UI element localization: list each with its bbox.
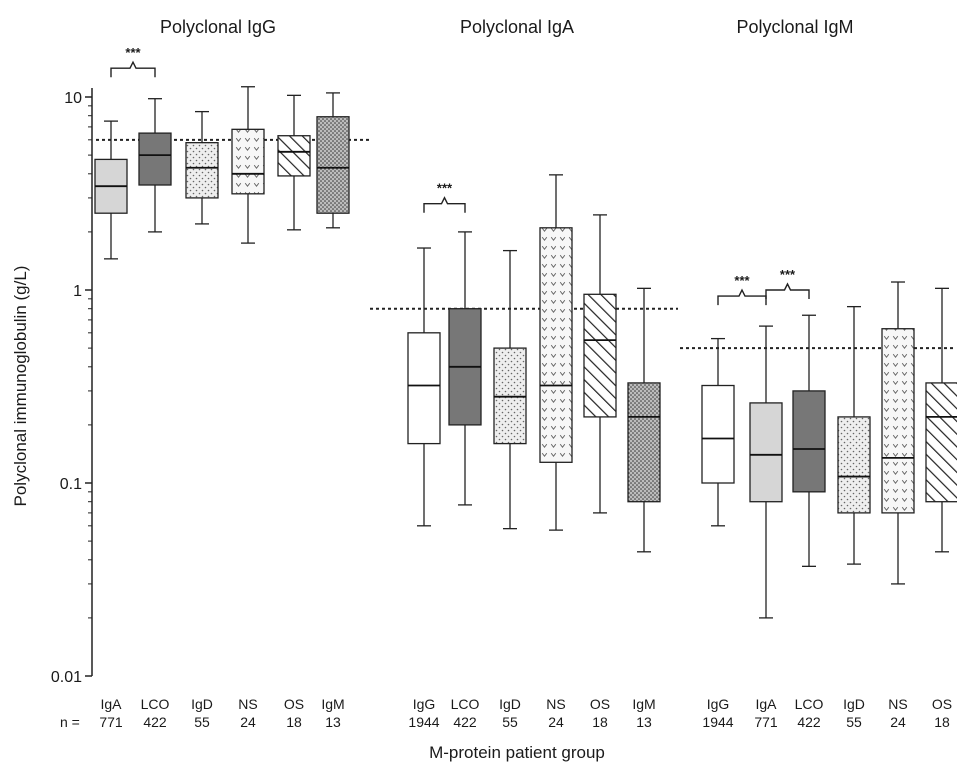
- significance-label: ***: [125, 45, 141, 60]
- n-label: n =: [60, 714, 80, 730]
- n-value: 422: [143, 714, 167, 730]
- category-label: NS: [546, 696, 565, 712]
- box-lco: LCO 422: [792, 314, 826, 730]
- box-igd: IgD 55: [185, 110, 219, 730]
- significance-bracket: ***: [765, 267, 810, 299]
- significance-label: ***: [780, 267, 796, 282]
- category-label: NS: [888, 696, 907, 712]
- n-value: 422: [453, 714, 477, 730]
- n-value: 18: [286, 714, 302, 730]
- iqr-box: [627, 382, 661, 503]
- box-iga: IgA 771: [94, 120, 128, 730]
- n-value: 18: [934, 714, 950, 730]
- panel-title: Polyclonal IgG: [160, 17, 276, 37]
- chart-panels: Polyclonal IgG IgA 771 LCO 422 IgD 55 NS 24 OS 18 I…: [94, 17, 957, 730]
- significance-label: ***: [437, 181, 453, 196]
- box-os: OS 18: [925, 287, 957, 730]
- x-axis-label: M-protein patient group: [429, 743, 605, 762]
- category-label: IgA: [100, 696, 122, 712]
- category-label: IgG: [707, 696, 730, 712]
- n-value: 18: [592, 714, 608, 730]
- panel-title: Polyclonal IgM: [736, 17, 853, 37]
- box-igg: IgG 1944: [701, 337, 735, 730]
- iqr-box: [925, 382, 957, 503]
- box-lco: LCO 422: [138, 98, 172, 730]
- iqr-box: [231, 128, 265, 195]
- n-value: 1944: [408, 714, 439, 730]
- iqr-box: [749, 402, 783, 503]
- category-label: OS: [590, 696, 610, 712]
- box-lco: LCO 422: [448, 231, 482, 730]
- n-value: 1944: [702, 714, 733, 730]
- n-value: 24: [890, 714, 906, 730]
- box-ns: NS 24: [539, 174, 573, 730]
- bracket-line: [765, 282, 810, 299]
- category-label: IgA: [755, 696, 777, 712]
- panel-2: Polyclonal IgA IgG 1944 LCO 422 IgD 55 NS 24 OS 18…: [370, 17, 678, 730]
- box-igg: IgG 1944: [407, 247, 441, 730]
- category-label: LCO: [795, 696, 824, 712]
- y-tick-label: 1: [73, 283, 82, 300]
- y-axis: 0.01 0.1 1 10: [51, 88, 93, 686]
- iqr-box: [583, 293, 617, 418]
- bracket-line: [110, 60, 156, 78]
- bracket-line: [423, 196, 466, 213]
- panel-title: Polyclonal IgA: [460, 17, 574, 37]
- box-ns: NS 24: [881, 281, 915, 730]
- n-value: 771: [99, 714, 123, 730]
- n-value: 13: [636, 714, 652, 730]
- y-tick-label: 0.01: [51, 669, 82, 686]
- y-tick-label: 10: [64, 90, 82, 107]
- iqr-box: [407, 332, 441, 445]
- significance-bracket: ***: [717, 273, 767, 306]
- box-igm: IgM 13: [316, 92, 350, 730]
- n-value: 422: [797, 714, 821, 730]
- y-axis-label: Polyclonal immunoglobulin (g/L): [11, 266, 30, 507]
- box-igd: IgD 55: [493, 249, 527, 730]
- category-label: IgD: [843, 696, 865, 712]
- category-label: IgM: [632, 696, 655, 712]
- iqr-box: [837, 416, 871, 514]
- n-value: 771: [754, 714, 778, 730]
- n-value: 24: [548, 714, 564, 730]
- category-label: IgD: [191, 696, 213, 712]
- iqr-box: [701, 384, 735, 484]
- box-ns: NS 24: [231, 86, 265, 730]
- category-label: OS: [284, 696, 304, 712]
- box-igd: IgD 55: [837, 305, 871, 730]
- category-label: LCO: [451, 696, 480, 712]
- n-value: 24: [240, 714, 256, 730]
- iqr-box: [277, 135, 311, 177]
- bracket-line: [717, 288, 767, 306]
- iqr-box: [316, 116, 350, 214]
- iqr-box: [881, 328, 915, 514]
- box-igm: IgM 13: [627, 287, 661, 730]
- box-iga: IgA 771: [749, 325, 783, 730]
- category-label: LCO: [141, 696, 170, 712]
- n-value: 13: [325, 714, 341, 730]
- iqr-box: [792, 390, 826, 493]
- iqr-box: [138, 132, 172, 186]
- box-os: OS 18: [277, 94, 311, 730]
- panel-1: Polyclonal IgG IgA 771 LCO 422 IgD 55 NS 24 OS 18 I…: [94, 17, 370, 730]
- significance-bracket: ***: [423, 181, 466, 213]
- category-label: OS: [932, 696, 952, 712]
- significance-bracket: ***: [110, 45, 156, 78]
- category-label: IgM: [321, 696, 344, 712]
- n-value: 55: [502, 714, 518, 730]
- category-label: IgD: [499, 696, 521, 712]
- iqr-box: [539, 227, 573, 463]
- category-label: NS: [238, 696, 257, 712]
- category-label: IgG: [413, 696, 436, 712]
- n-value: 55: [846, 714, 862, 730]
- y-tick-label: 0.1: [60, 476, 82, 493]
- box-os: OS 18: [583, 214, 617, 730]
- significance-label: ***: [734, 273, 750, 288]
- iqr-box: [185, 142, 219, 199]
- n-value: 55: [194, 714, 210, 730]
- panel-3: Polyclonal IgM IgG 1944 IgA 771 LCO 422 IgD 55 NS…: [680, 17, 957, 730]
